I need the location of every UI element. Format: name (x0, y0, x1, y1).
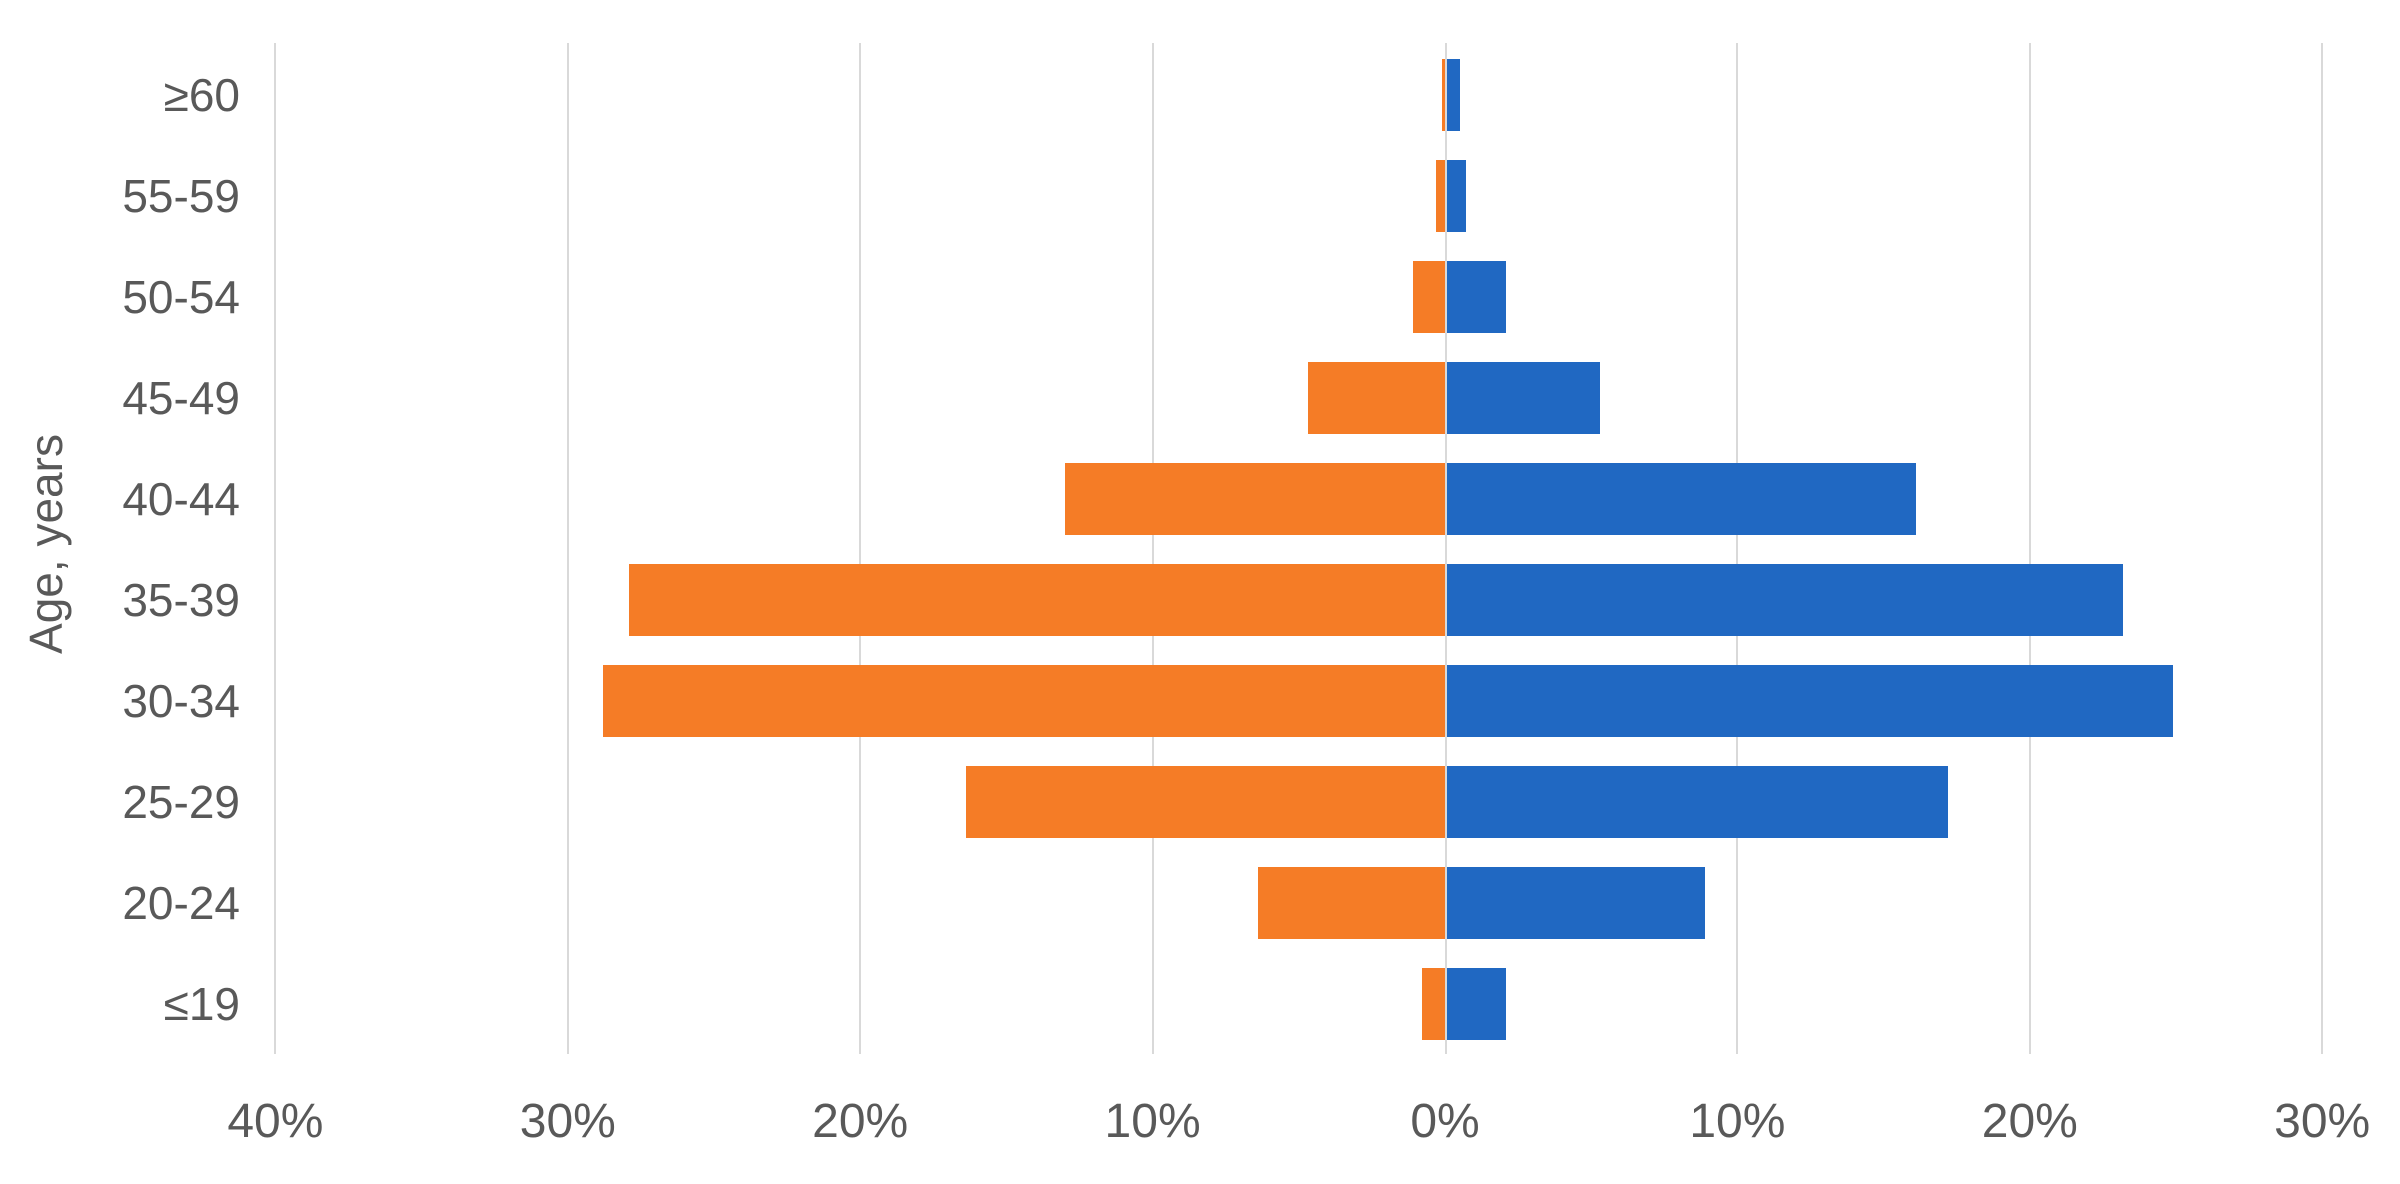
bar-left (1257, 866, 1445, 939)
category-label: 50-54 (122, 270, 240, 323)
bar-left (1064, 462, 1445, 535)
bar-right (1445, 967, 1507, 1040)
category-label: 40-44 (122, 472, 240, 525)
y-axis-title: Age, years (20, 434, 72, 654)
bar-left (1412, 260, 1445, 333)
zero-gridline (1445, 43, 1447, 1054)
bar-right (1445, 260, 1507, 333)
gridline (274, 43, 277, 1054)
bar-left (1421, 967, 1445, 1040)
bar-right (1445, 866, 1706, 939)
x-tick-label: 0% (1410, 1095, 1480, 1148)
bar-left (1436, 159, 1445, 232)
bar-left (629, 563, 1445, 636)
bar-left (965, 765, 1445, 838)
x-tick-label: 30% (519, 1095, 616, 1148)
x-tick-label: 20% (812, 1095, 909, 1148)
bar-right (1445, 664, 2174, 737)
bar-left (602, 664, 1445, 737)
gridline (2028, 43, 2031, 1054)
bar-right (1445, 765, 1948, 838)
category-label: 35-39 (122, 573, 240, 626)
gridline (2321, 43, 2324, 1054)
bar-right (1445, 462, 1916, 535)
gridline (859, 43, 862, 1054)
gridline (566, 43, 569, 1054)
category-label: 45-49 (122, 371, 240, 424)
category-label: 30-34 (122, 674, 240, 727)
bar-right (1445, 159, 1466, 232)
x-tick-label: 10% (1689, 1095, 1786, 1148)
bar-right (1445, 58, 1460, 131)
category-label: 25-29 (122, 775, 240, 828)
gridline (1736, 43, 1739, 1054)
bar-right (1445, 361, 1600, 434)
category-label: ≤19 (163, 977, 240, 1030)
x-tick-label: 20% (1981, 1095, 2078, 1148)
x-tick-label: 30% (2274, 1095, 2371, 1148)
bar-left (1442, 58, 1445, 131)
category-label: ≥60 (163, 68, 240, 121)
x-tick-label: 10% (1104, 1095, 1201, 1148)
gridline (1151, 43, 1154, 1054)
category-label: 20-24 (122, 876, 240, 929)
x-tick-label: 40% (227, 1095, 324, 1148)
bar-right (1445, 563, 2124, 636)
category-label: 55-59 (122, 169, 240, 222)
bar-left (1307, 361, 1445, 434)
